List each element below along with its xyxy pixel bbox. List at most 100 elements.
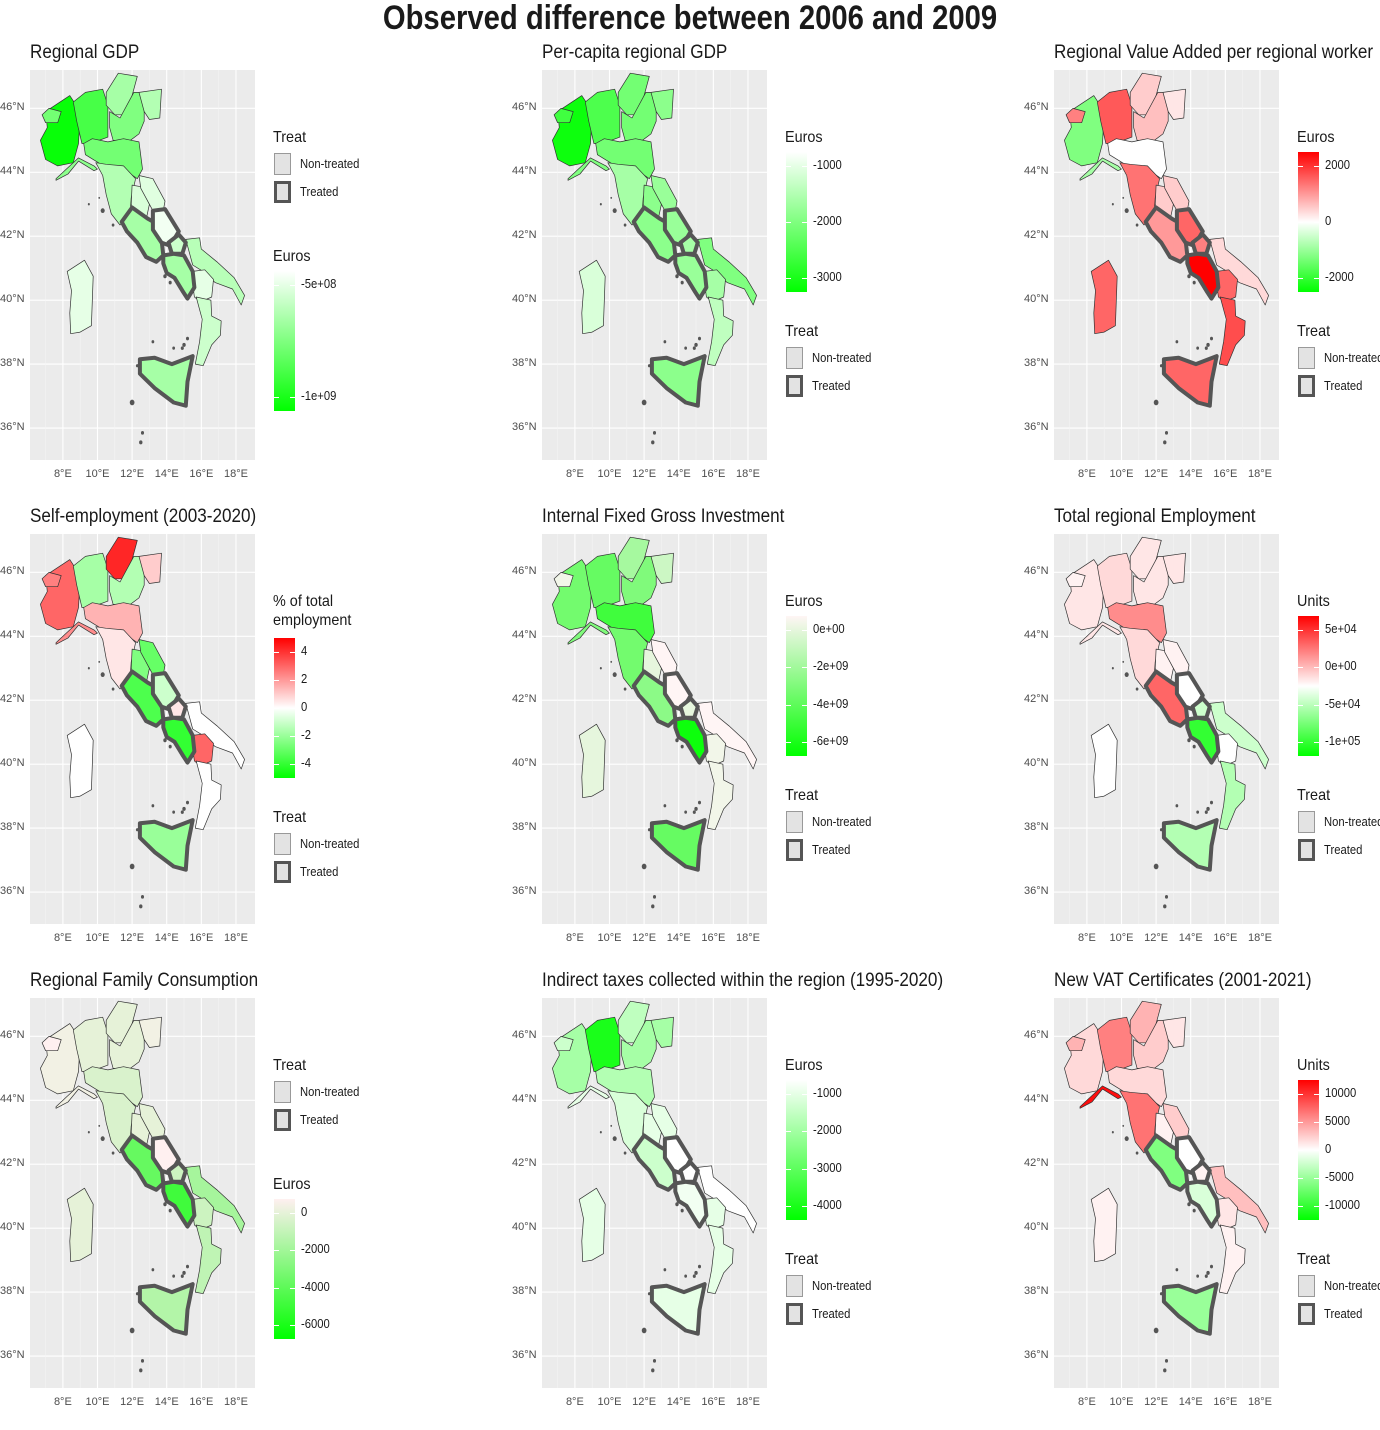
colorbar-label: -4000 [301, 1279, 330, 1294]
colorbar-tick [786, 630, 791, 631]
italy-region-map [1054, 998, 1279, 1388]
region-friuli-venezia-giulia [650, 88, 674, 120]
treat-legend: Treat Non-treated Treated [785, 1250, 965, 1329]
colorbar-title: Euros [785, 1057, 823, 1074]
islet-marker [647, 828, 651, 832]
region-sicilia [137, 354, 195, 408]
region-sardegna [578, 723, 606, 799]
colorbar-tick [786, 222, 791, 223]
region-friuli-venezia-giulia [138, 1016, 162, 1048]
colorbar-label: -10000 [1325, 1198, 1361, 1212]
region-sardegna [578, 1187, 606, 1263]
islet-marker [1196, 346, 1200, 350]
panel-legend: Treat Non-treated Treated Euros 0 -2000 -4000 -… [273, 970, 453, 1430]
islet-marker [680, 280, 684, 285]
colorbar-label: -6e+09 [813, 734, 849, 748]
lon-tick-label: 16°E [189, 932, 214, 944]
lat-tick-label: 36°N [0, 1349, 25, 1362]
islet-marker [1209, 336, 1214, 341]
lat-tick-label: 44°N [0, 165, 25, 178]
panel-legend: Treat Non-treated Treated Euros -5e+08 -1e+09 [273, 42, 453, 502]
colorbar-tick [786, 667, 791, 669]
italy-region-map [542, 70, 767, 460]
colorbar-title: Units [1297, 1057, 1330, 1074]
lat-tick-label: 44°N [1024, 629, 1049, 642]
colorbar-legend: Euros -1000 -2000 -3000 -4000 [785, 1056, 965, 1220]
lon-tick-label: 12°E [1144, 468, 1169, 480]
map-panel-new-vat-certificates-2001-2021: New VAT Certificates (2001-2021) 46°N 44°N… [1024, 970, 1380, 1430]
colorbar-label: 5000 [1325, 1114, 1351, 1128]
lat-tick-label: 40°N [1024, 293, 1049, 306]
treat-legend-item-non-treated: Non-treated [785, 809, 965, 837]
map-plot-area [1054, 534, 1279, 924]
islet-marker [1159, 364, 1163, 368]
region-campania [161, 251, 197, 301]
islet-marker [623, 1151, 627, 1155]
italy-region-map [30, 998, 255, 1388]
region-emilia-romagna [1107, 602, 1167, 644]
legend-key-swatch [786, 347, 803, 369]
region-veneto [109, 92, 145, 141]
colorbar-label: 0e+00 [1325, 659, 1357, 674]
islet-marker [1122, 660, 1125, 663]
italy-region-map [30, 534, 255, 924]
colorbar-legend: Euros 2000 0 -2000 [1297, 128, 1380, 292]
lat-tick-label: 40°N [0, 1221, 25, 1234]
lat-tick-label: 46°N [1024, 101, 1049, 114]
islet-marker [641, 399, 647, 406]
islet-marker [1187, 738, 1191, 743]
colorbar-tick [290, 1325, 295, 1326]
treat-legend-item-treated: Treated [273, 859, 453, 887]
colorbar-tick [274, 1250, 279, 1252]
region-veneto [1133, 92, 1169, 141]
colorbar-label: -2e+09 [813, 659, 849, 674]
colorbar-label: 0 [1325, 214, 1332, 228]
region-veneto [621, 1020, 657, 1069]
colorbar-tick [802, 742, 807, 743]
map-panel-per-capita-regional-gdp: Per-capita regional GDP 46°N 44°N 42°N 40°N 3… [512, 42, 972, 502]
colorbar-legend: Euros 0e+00 -2e+09 -4e+09 -6e+09 [785, 592, 965, 756]
region-lombardia [1096, 88, 1133, 144]
region-sardegna [1090, 259, 1118, 335]
region-sardegna [1090, 723, 1118, 799]
lat-tick-label: 42°N [0, 1157, 25, 1170]
islet-marker [675, 1202, 679, 1207]
lon-tick-label: 12°E [632, 1396, 657, 1408]
region-sicilia [649, 1282, 707, 1336]
lon-tick-label: 14°E [666, 468, 691, 480]
islet-marker [1111, 1131, 1114, 1134]
islet-marker [610, 660, 613, 663]
region-molise [166, 1160, 188, 1184]
islet-marker [1122, 196, 1125, 199]
lat-tick-label: 44°N [0, 1093, 25, 1106]
lat-tick-label: 44°N [512, 1093, 537, 1106]
region-emilia-romagna [1107, 1066, 1167, 1108]
colorbar-tick [290, 285, 295, 286]
lat-tick-label: 44°N [1024, 1093, 1049, 1106]
islet-marker [692, 346, 696, 350]
region-lombardia [72, 552, 109, 608]
colorbar-tick [290, 764, 295, 765]
region-molise [166, 696, 188, 720]
italy-region-map [542, 534, 767, 924]
lon-tick-label: 18°E [735, 1396, 760, 1408]
treat-legend-title: Treat [1297, 1251, 1331, 1268]
region-molise [678, 232, 700, 256]
lat-tick-label: 38°N [0, 1285, 25, 1298]
legend-key-swatch [274, 833, 291, 855]
region-valle-d-aosta [41, 108, 62, 124]
lon-tick-label: 10°E [85, 468, 110, 480]
islet-marker [172, 346, 176, 350]
colorbar-tick [1298, 166, 1303, 167]
islet-marker [140, 431, 145, 435]
islet-marker [139, 904, 143, 909]
colorbar-tick [802, 222, 807, 223]
lon-tick-label: 10°E [85, 932, 110, 944]
colorbar-tick [1298, 1122, 1303, 1123]
lat-tick-label: 42°N [512, 693, 537, 706]
treat-legend-item-treated: Treated [785, 837, 965, 865]
colorbar-tick [1314, 1094, 1319, 1095]
islet-marker [684, 1274, 688, 1278]
treat-legend-item-non-treated: Non-treated [273, 1079, 453, 1107]
region-molise [678, 1160, 700, 1184]
